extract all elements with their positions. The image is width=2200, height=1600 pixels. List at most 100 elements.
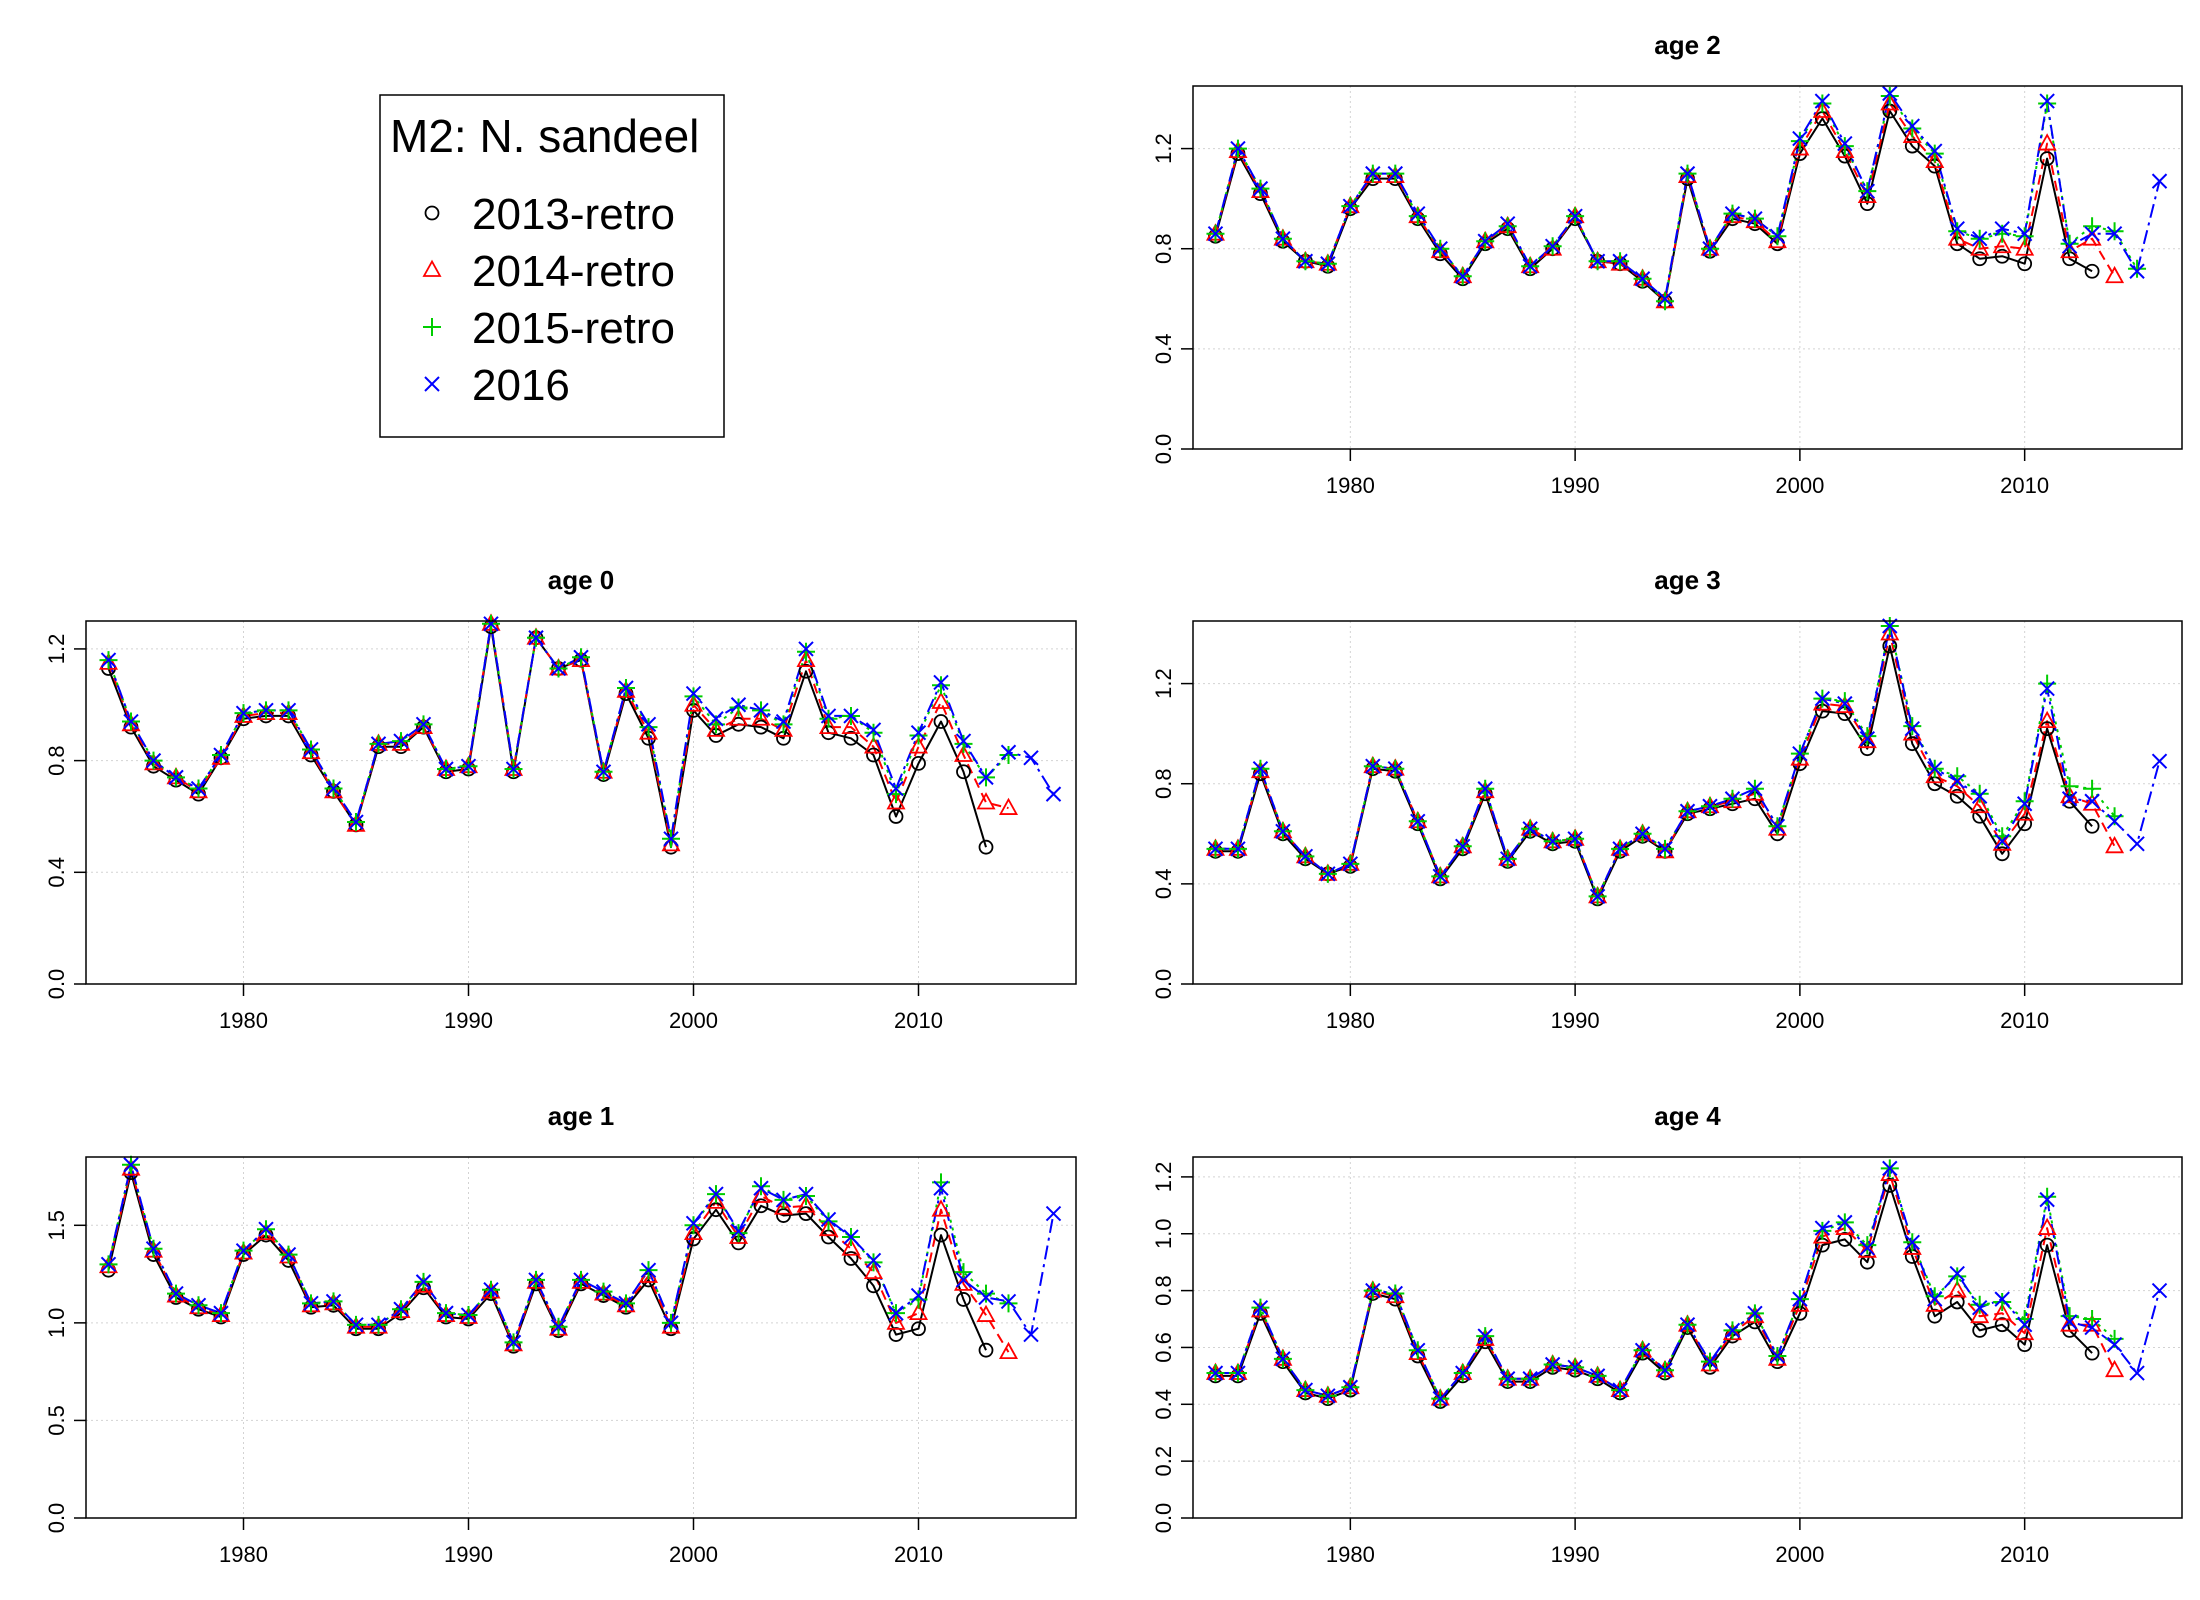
point-2016	[460, 758, 477, 774]
point-2016	[1971, 1299, 1988, 1316]
point-2016	[258, 702, 274, 719]
point-2014-retro	[773, 719, 794, 737]
point-2016	[1724, 791, 1741, 807]
point-2014-retro	[1790, 138, 1810, 156]
point-2016	[213, 747, 229, 763]
point-2016	[640, 716, 657, 733]
x-tick-label: 2000	[669, 1542, 718, 1567]
point-2016	[708, 1186, 724, 1202]
y-tick-label: 1.5	[44, 1210, 69, 1241]
point-2014-retro	[908, 1302, 929, 1321]
point-2014-retro	[1925, 150, 1945, 169]
point-2014-retro	[773, 1197, 794, 1215]
point-2014-retro	[706, 719, 726, 737]
point-2016	[348, 814, 364, 830]
legend-label-2013-retro: 2013-retro	[472, 190, 675, 239]
point-2015-retro	[909, 1290, 928, 1309]
point-2016	[1477, 233, 1493, 249]
point-2016	[1859, 1240, 1876, 1256]
point-2016	[1499, 851, 1516, 867]
point-2016	[370, 736, 387, 752]
panels: 1980 1990 2000 2010 0.0 0.4 0.8 1.2 age 2 1980 199…	[44, 30, 2183, 1567]
point-2013-retro	[1859, 1254, 1875, 1270]
x-tick-label: 1980	[219, 1542, 268, 1567]
point-2016	[618, 680, 634, 696]
point-2013-retro	[956, 1292, 971, 1307]
point-2016	[2084, 225, 2100, 242]
point-2015-retro	[2083, 779, 2102, 798]
point-2013-retro	[2039, 1237, 2055, 1253]
point-2015-retro	[2105, 222, 2124, 241]
point-2015-retro	[1970, 1295, 1989, 1314]
point-2015-retro	[999, 746, 1018, 765]
point-2014-retro	[931, 691, 951, 709]
point-2016	[483, 616, 499, 632]
x-tick-label: 2010	[894, 1542, 943, 1567]
point-2014-retro	[1902, 125, 1922, 143]
point-2014-retro	[2037, 710, 2057, 729]
point-2016	[1702, 1353, 1718, 1370]
point-2016	[1949, 773, 1965, 789]
point-2016	[888, 1305, 904, 1321]
point-2016	[1207, 841, 1224, 857]
point-2014-retro	[796, 1195, 816, 1213]
point-2016	[1904, 1234, 1920, 1250]
point-2015-retro	[684, 687, 703, 706]
point-2014-retro	[2105, 1359, 2125, 1378]
point-2015-retro	[932, 676, 950, 695]
point-2016	[1634, 271, 1651, 287]
point-2016	[1252, 760, 1269, 777]
panel-title: age 4	[1654, 1101, 1721, 1131]
point-2016	[393, 1301, 409, 1317]
point-2016	[1612, 841, 1628, 857]
point-2016	[1837, 695, 1853, 712]
point-2013-retro	[1994, 846, 2010, 862]
point-2016	[1297, 848, 1314, 865]
point-2016	[1702, 241, 1718, 257]
legend-marker-2014-retro	[422, 259, 442, 277]
y-tick-label: 0.0	[1151, 434, 1176, 465]
plot-frame	[1192, 85, 2183, 450]
panel-title: age 1	[548, 1101, 615, 1131]
point-2016	[1477, 781, 1493, 797]
point-2013-retro	[911, 1321, 926, 1337]
point-2013-retro	[2017, 816, 2033, 832]
point-2016	[1634, 1342, 1651, 1358]
point-2016	[190, 780, 207, 797]
point-2015-retro	[819, 709, 838, 728]
y-tick-label: 1.2	[1151, 668, 1176, 699]
x-tick-label: 2000	[1775, 1008, 1824, 1033]
point-2013-retro	[2039, 151, 2055, 167]
point-2014-retro	[683, 694, 704, 712]
y-tick-label: 0.4	[44, 857, 69, 888]
point-2015-retro	[752, 1177, 770, 1196]
point-2016	[1567, 1359, 1583, 1376]
point-2014-retro	[863, 1261, 884, 1280]
point-2016	[168, 769, 184, 786]
point-2016	[1994, 220, 2010, 237]
point-2014-retro	[1857, 730, 1877, 749]
point-2016	[1045, 1205, 1062, 1222]
point-2016	[1365, 165, 1381, 182]
point-2014-retro	[2015, 1322, 2035, 1341]
point-2016	[1275, 1351, 1291, 1367]
point-2016	[1045, 786, 1062, 802]
point-2016	[438, 761, 454, 777]
legend-label-2014-retro: 2014-retro	[472, 247, 675, 296]
point-2016	[1904, 720, 1920, 737]
point-2014-retro	[908, 736, 929, 754]
point-2013-retro	[866, 1278, 881, 1294]
y-tick-label: 0.0	[44, 969, 69, 1000]
point-2015-retro	[1498, 217, 1517, 236]
point-2016	[1567, 208, 1583, 224]
panel-title: age 3	[1654, 565, 1721, 595]
point-2014-retro	[886, 792, 906, 810]
point-2016	[1747, 1305, 1763, 1322]
point-2016	[1477, 1328, 1493, 1344]
y-tick-label: 0.0	[1151, 969, 1176, 1000]
point-2015-retro	[797, 1187, 815, 1206]
point-2016	[100, 1256, 117, 1273]
point-2016	[303, 1295, 319, 1312]
point-2016	[550, 1319, 567, 1335]
point-2015-retro	[819, 1212, 838, 1231]
